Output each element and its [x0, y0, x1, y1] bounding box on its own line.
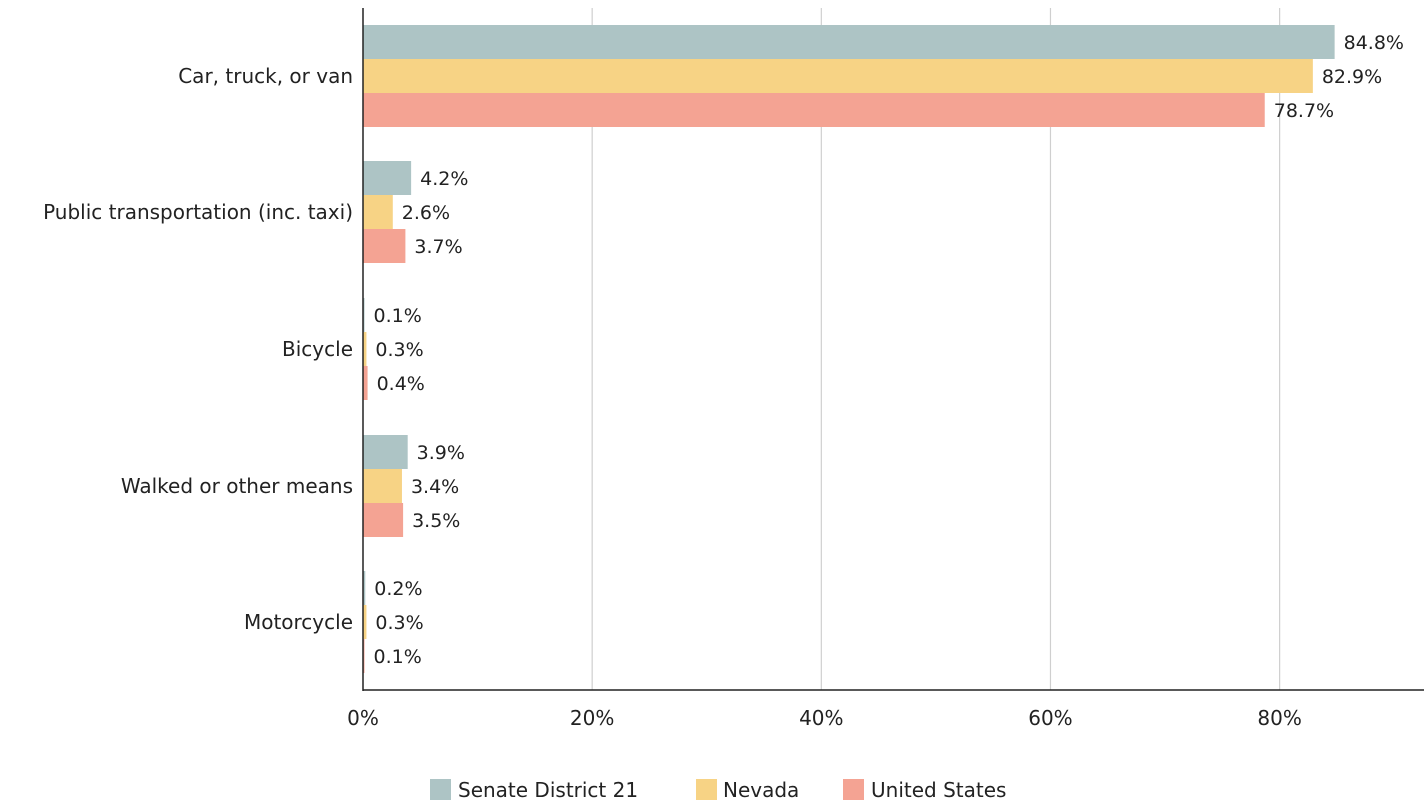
value-label: 82.9%	[1322, 66, 1382, 88]
bar-united-states-walked-or-other-means	[363, 503, 404, 537]
bar-nevada-motorcycle	[363, 605, 367, 639]
value-label: 0.1%	[374, 646, 422, 668]
bar-senate-district-21-walked-or-other-means	[363, 435, 408, 469]
x-tick-label: 0%	[347, 706, 379, 730]
x-tick-label: 40%	[799, 706, 843, 730]
legend-swatch-senate-district-21	[430, 779, 451, 800]
value-label: 0.4%	[377, 373, 425, 395]
value-label: 3.4%	[411, 476, 459, 498]
category-label-public-transportation-inc-taxi: Public transportation (inc. taxi)	[43, 200, 353, 224]
bar-united-states-bicycle	[363, 366, 368, 400]
value-label: 3.5%	[412, 510, 460, 532]
value-label: 2.6%	[402, 202, 450, 224]
bar-united-states-public-transportation-inc-taxi	[363, 229, 406, 263]
category-label-bicycle: Bicycle	[282, 337, 353, 361]
value-label: 0.3%	[375, 339, 423, 361]
value-label: 0.2%	[374, 578, 422, 600]
bar-nevada-bicycle	[363, 332, 367, 366]
axes	[362, 8, 1424, 691]
labels: 0% 20% 40% 60% 80% 84.8% 4.2% 0.1% 3.9% 0.2% 82.9%…	[43, 32, 1404, 730]
category-label-walked-or-other-means: Walked or other means	[121, 474, 353, 498]
value-label: 3.7%	[414, 236, 462, 258]
value-label: 84.8%	[1344, 32, 1404, 54]
legend-swatch-united-states	[843, 779, 864, 800]
bar-united-states-car-truck-or-van	[363, 93, 1265, 127]
bar-senate-district-21-car-truck-or-van	[363, 25, 1335, 59]
legend-label-nevada: Nevada	[723, 778, 799, 802]
value-label: 0.1%	[374, 305, 422, 327]
bar-senate-district-21-public-transportation-inc-taxi	[363, 161, 412, 195]
x-tick-label: 60%	[1028, 706, 1072, 730]
legend: Senate District 21 Nevada United States	[430, 778, 1006, 802]
bar-nevada-public-transportation-inc-taxi	[363, 195, 393, 229]
bar-nevada-car-truck-or-van	[363, 59, 1313, 93]
category-label-car-truck-or-van: Car, truck, or van	[178, 64, 353, 88]
value-label: 0.3%	[375, 612, 423, 634]
x-tick-label: 20%	[570, 706, 614, 730]
legend-label-united-states: United States	[871, 778, 1006, 802]
bar-senate-district-21-motorcycle	[363, 571, 366, 605]
value-label: 4.2%	[420, 168, 468, 190]
value-label: 78.7%	[1274, 100, 1334, 122]
bar-nevada-walked-or-other-means	[363, 469, 402, 503]
legend-label-senate-district-21: Senate District 21	[458, 778, 638, 802]
value-label: 3.9%	[417, 442, 465, 464]
bars	[363, 25, 1335, 673]
legend-swatch-nevada	[696, 779, 717, 800]
category-label-motorcycle: Motorcycle	[244, 610, 353, 634]
x-tick-label: 80%	[1257, 706, 1301, 730]
